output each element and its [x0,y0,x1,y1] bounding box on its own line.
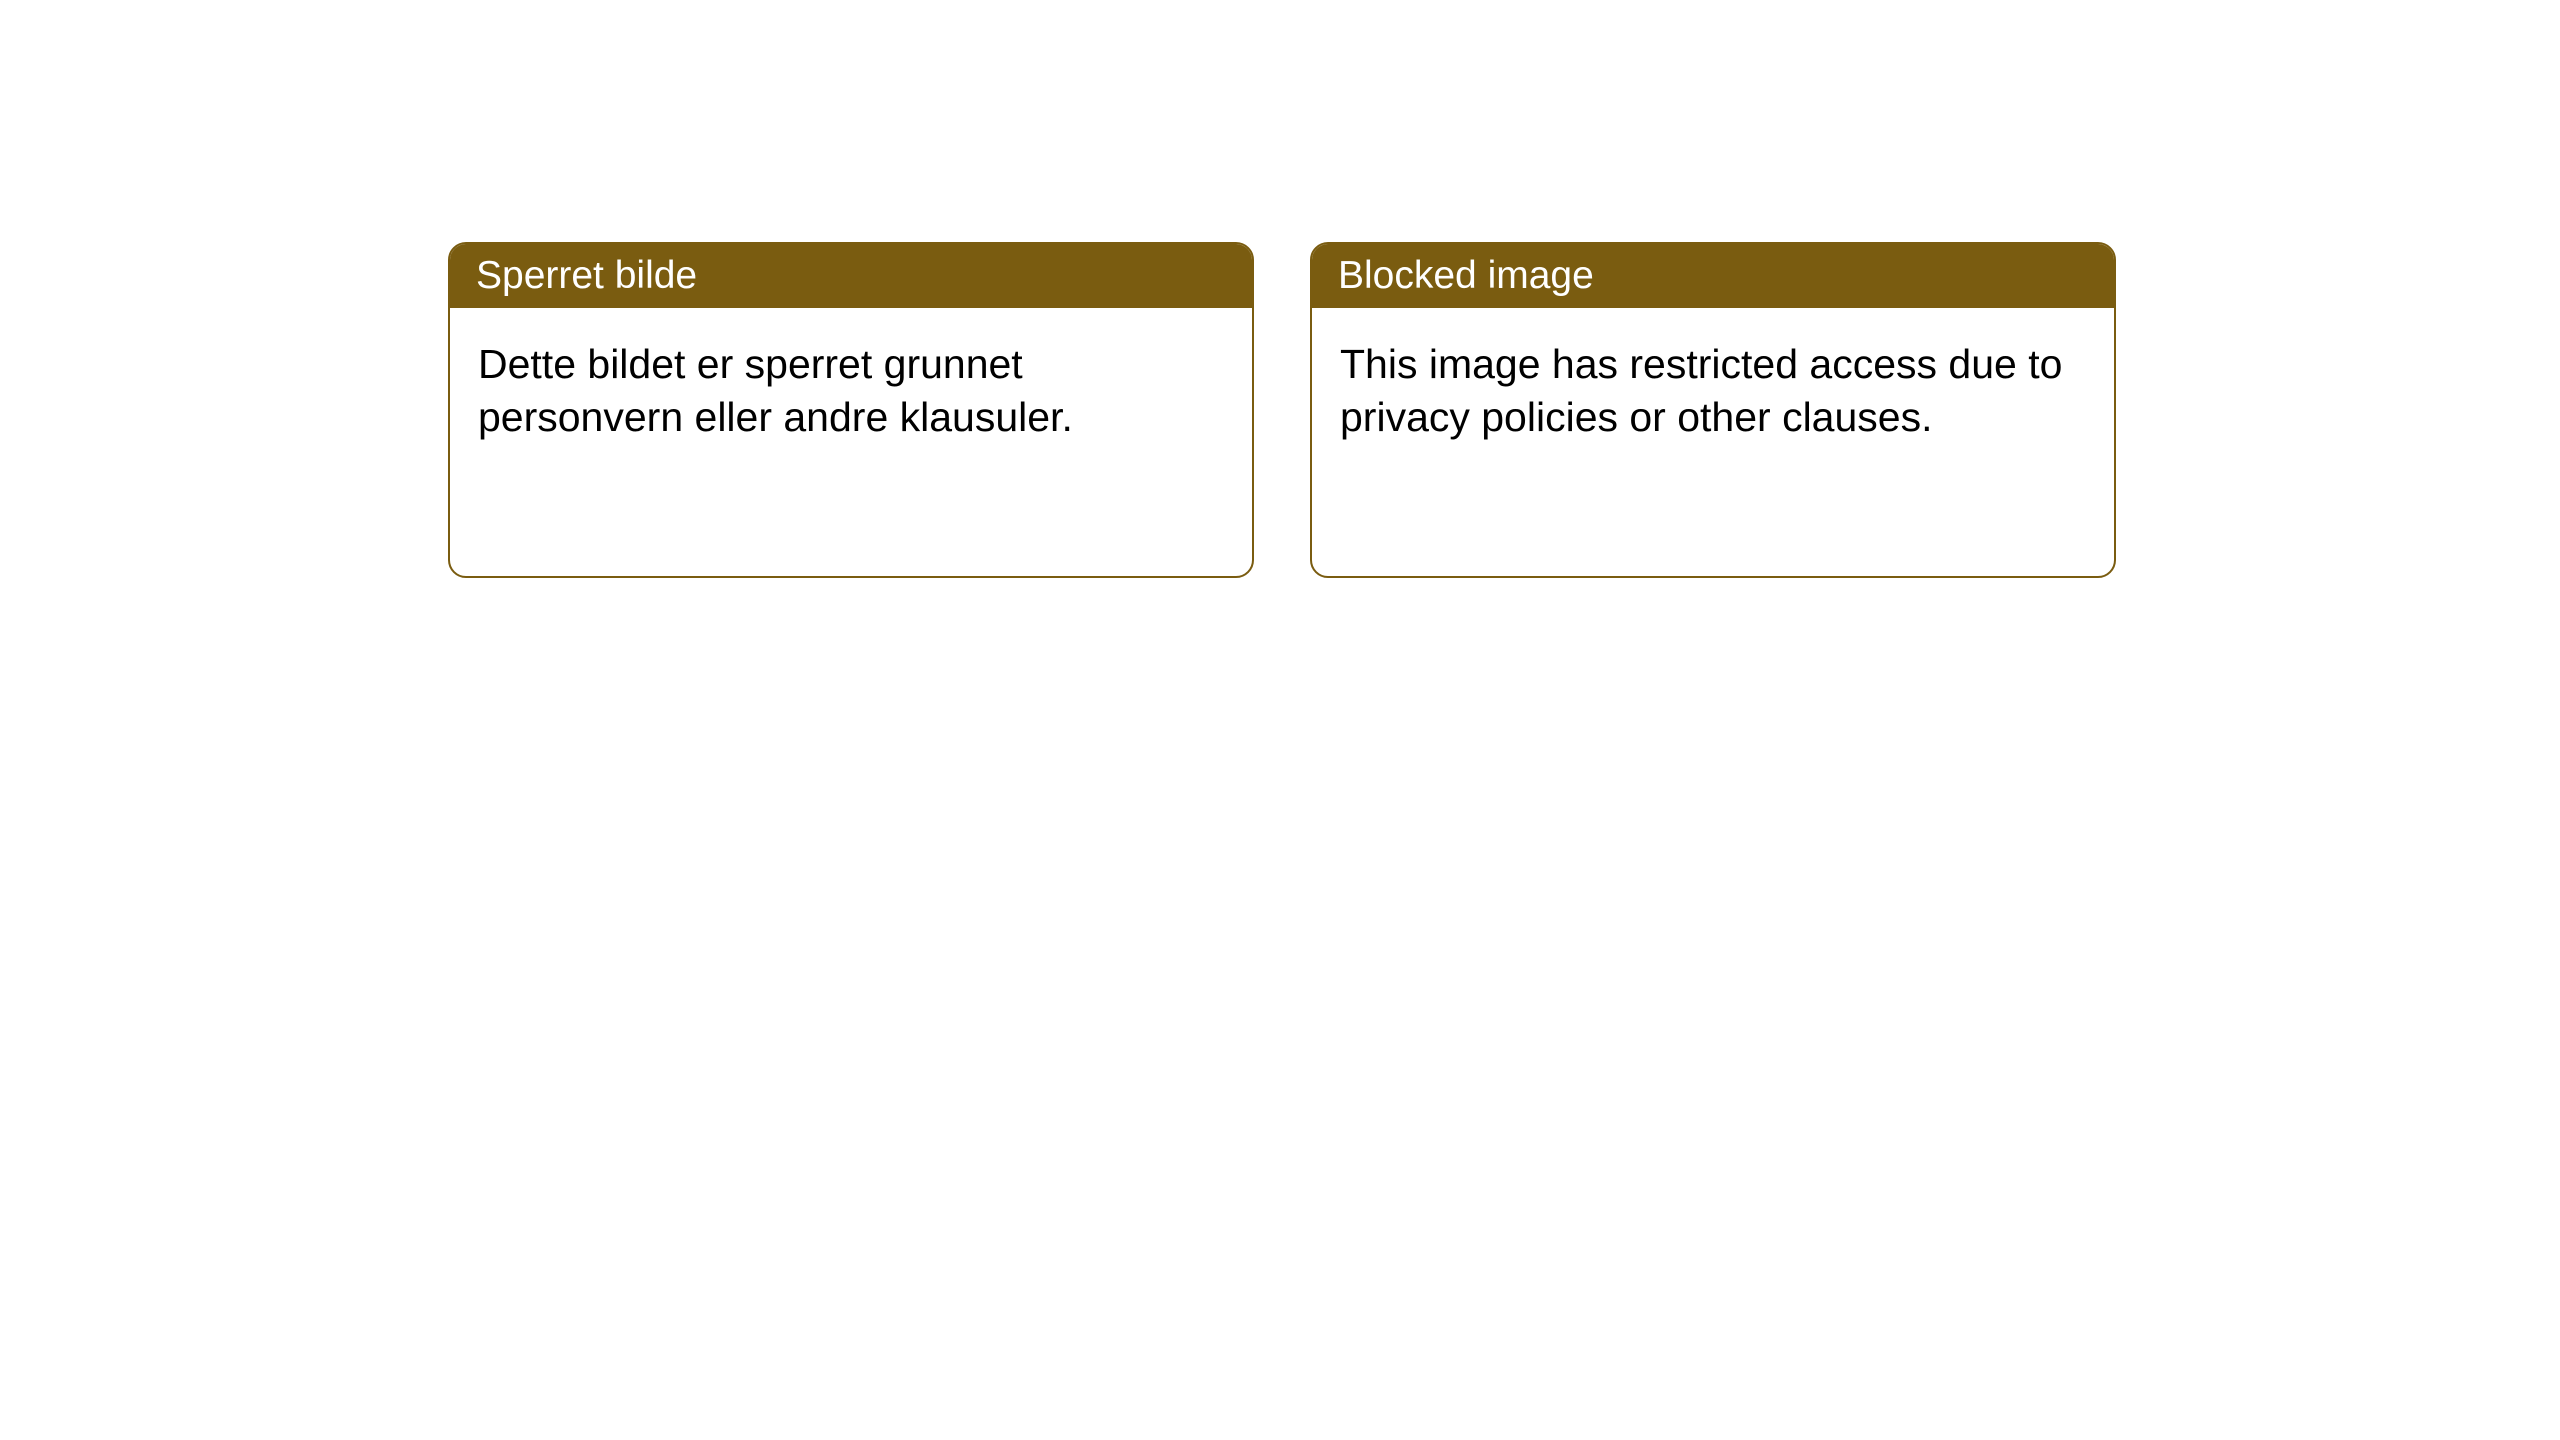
notice-body: Dette bildet er sperret grunnet personve… [450,308,1252,475]
notice-container: Sperret bilde Dette bildet er sperret gr… [0,0,2560,578]
notice-card-english: Blocked image This image has restricted … [1310,242,2116,578]
notice-card-norwegian: Sperret bilde Dette bildet er sperret gr… [448,242,1254,578]
notice-body-text: Dette bildet er sperret grunnet personve… [478,341,1073,440]
notice-header: Blocked image [1312,244,2114,308]
notice-body: This image has restricted access due to … [1312,308,2114,475]
notice-header: Sperret bilde [450,244,1252,308]
notice-body-text: This image has restricted access due to … [1340,341,2062,440]
notice-title: Sperret bilde [476,254,697,297]
notice-title: Blocked image [1338,254,1594,297]
